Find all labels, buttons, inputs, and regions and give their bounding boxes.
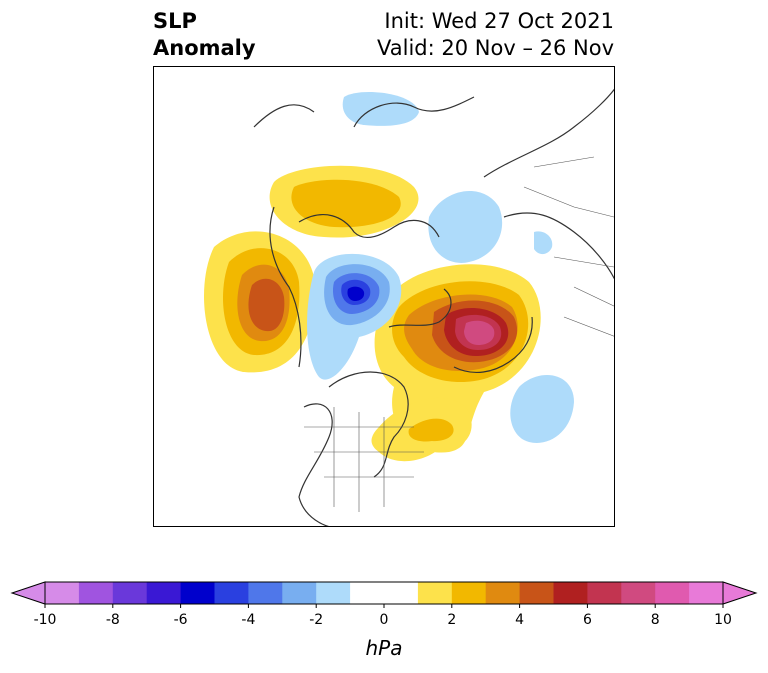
colorbar-segment: [519, 582, 554, 604]
political-borders: [304, 156, 614, 512]
colorbar-segment: [384, 582, 419, 604]
chart-title: SLP Anomaly: [153, 8, 256, 62]
colorbar-segment: [316, 582, 351, 604]
init-date: Init: Wed 27 Oct 2021: [384, 9, 614, 33]
anomaly-low-siberia: [342, 92, 553, 263]
date-info: Init: Wed 27 Oct 2021 Valid: 20 Nov – 26…: [377, 8, 614, 62]
colorbar-segment: [587, 582, 622, 604]
colorbar-segment: [689, 582, 724, 604]
colorbar-segment: [350, 582, 385, 604]
colorbar-extend-right: [722, 581, 758, 605]
colorbar-tick-label: -2: [309, 612, 323, 628]
colorbar-tick-label: 4: [515, 612, 524, 628]
colorbar-segment: [180, 582, 215, 604]
colorbar-segment: [282, 582, 317, 604]
colorbar-tick-label: 10: [714, 612, 732, 628]
colorbar-segments: [10, 581, 758, 605]
colorbar-segment: [78, 582, 114, 604]
colorbar: -10 -8 -6 -4 -2 0 2 4 6 8 10: [10, 581, 758, 628]
colorbar-segment: [146, 582, 182, 604]
colorbar-segment: [112, 582, 148, 604]
colorbar-segment: [451, 582, 487, 604]
colorbar-segment: [655, 582, 690, 604]
colorbar-ticks: -10 -8 -6 -4 -2 0 2 4 6 8 10: [34, 604, 732, 628]
colorbar-tick-label: 2: [447, 612, 456, 628]
colorbar-extend-left: [10, 581, 46, 605]
map-panel: [153, 66, 615, 527]
map-svg: [204, 88, 614, 526]
anomaly-low-baffin: [307, 253, 402, 380]
colorbar-segment: [214, 582, 249, 604]
colorbar-unit-label: hPa: [365, 636, 403, 660]
colorbar-tick-label: 6: [583, 612, 592, 628]
colorbar-segment: [45, 582, 80, 604]
colorbar-segment: [621, 582, 656, 604]
colorbar-tick-label: -10: [34, 612, 57, 628]
anomaly-high-arctic-canada: [269, 165, 419, 238]
anomaly-low-atlantic: [510, 375, 574, 443]
colorbar-tick-label: -8: [106, 612, 120, 628]
colorbar-segment: [553, 582, 588, 604]
colorbar-tick-label: 0: [380, 612, 389, 628]
title-subtitle: Anomaly: [153, 36, 256, 60]
anomaly-high-alaska: [204, 231, 315, 373]
colorbar-tick-label: 8: [651, 612, 660, 628]
colorbar-tick-label: -6: [174, 612, 188, 628]
colorbar-segment: [248, 582, 283, 604]
valid-range: Valid: 20 Nov – 26 Nov: [377, 36, 614, 60]
coastlines: [253, 88, 614, 526]
colorbar-segment: [485, 582, 521, 604]
title-variable: SLP: [153, 9, 197, 33]
anomaly-high-eastern-us: [371, 397, 472, 462]
colorbar-tick-label: -4: [241, 612, 255, 628]
colorbar-segment: [417, 582, 453, 604]
